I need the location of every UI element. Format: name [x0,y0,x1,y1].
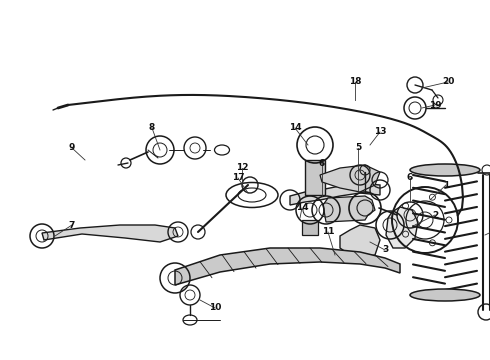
Text: 14: 14 [295,203,308,212]
Text: 7: 7 [69,220,75,230]
Text: 19: 19 [429,100,441,109]
Ellipse shape [410,164,480,176]
Text: 1: 1 [443,180,449,189]
Text: 20: 20 [442,77,454,86]
Text: 18: 18 [349,77,361,86]
Text: 10: 10 [209,303,221,312]
Text: 17: 17 [232,174,245,183]
Text: 6: 6 [407,174,413,183]
Polygon shape [340,225,380,258]
Polygon shape [302,220,318,235]
Polygon shape [320,165,380,192]
Text: 5: 5 [355,144,361,153]
Text: 14: 14 [289,123,301,132]
Polygon shape [175,248,400,285]
Text: 3: 3 [382,246,388,255]
Polygon shape [42,225,178,242]
Text: 11: 11 [322,228,334,237]
Text: 9: 9 [69,144,75,153]
Text: 13: 13 [374,127,386,136]
Text: 8: 8 [149,123,155,132]
Polygon shape [386,207,418,248]
Polygon shape [290,183,380,205]
Text: 12: 12 [236,163,248,172]
Text: 2: 2 [432,211,438,220]
Polygon shape [323,196,375,222]
Ellipse shape [410,289,480,301]
Text: 6: 6 [319,158,325,167]
Polygon shape [305,160,325,195]
